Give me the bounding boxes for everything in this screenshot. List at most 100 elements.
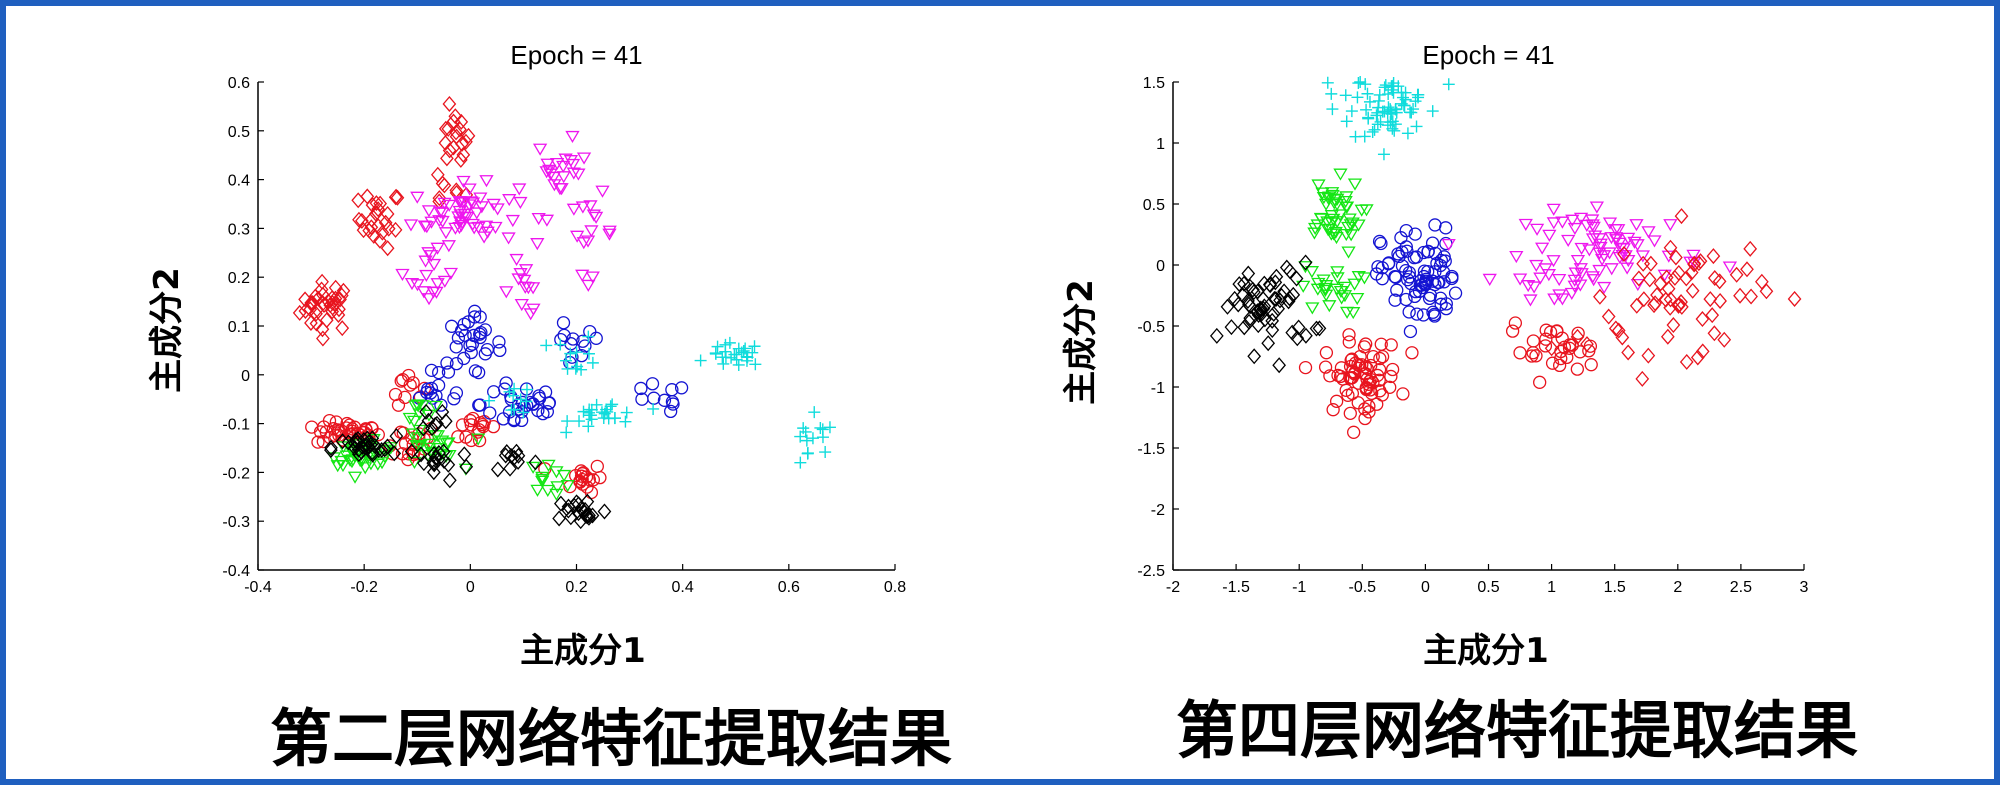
p2-point-black-diamond — [1291, 319, 1306, 336]
p2-point-green-triangle-down — [1330, 272, 1345, 285]
p2-x-tick-label: 1.5 — [1604, 579, 1626, 596]
p1-point-black-diamond — [569, 494, 584, 511]
p2-point-magenta-triangle-down — [1573, 263, 1588, 276]
p1-point-green-triangle-down — [334, 455, 349, 468]
p1-point-red-diamond — [328, 295, 342, 312]
p1-point-magenta-triangle-down — [581, 279, 596, 292]
p2-point-black-diamond — [1232, 276, 1247, 293]
p1-x-tick-label: 0 — [466, 579, 475, 596]
p1-point-red-circle — [593, 470, 607, 485]
p2-point-red-circle — [1571, 326, 1585, 340]
p2-point-red-diamond — [1787, 290, 1802, 307]
p2-point-red-diamond — [1635, 370, 1650, 387]
p1-x-tick-label: -0.4 — [244, 579, 272, 596]
p2-point-green-triangle-down — [1326, 213, 1341, 226]
p1-point-red-diamond — [389, 188, 403, 205]
p2-y-tick-label: -1.5 — [1137, 441, 1165, 458]
p1-point-blue-circle — [665, 395, 680, 409]
p2-point-red-circle — [1323, 369, 1337, 383]
p2-point-cyan-plus — [1386, 122, 1399, 135]
p1-point-black-diamond — [504, 447, 518, 464]
p2-point-cyan-plus — [1401, 127, 1414, 140]
p2-point-cyan-plus — [1371, 118, 1384, 131]
p2-point-red-circle — [1342, 335, 1356, 349]
p2-point-cyan-plus — [1363, 95, 1376, 108]
p1-point-red-diamond — [311, 290, 326, 307]
p1-point-red-circle — [316, 434, 330, 449]
p1-title: Epoch = 41 — [510, 40, 642, 70]
p2-point-red-circle — [1508, 316, 1523, 330]
p2-point-green-triangle-down — [1320, 224, 1336, 237]
p2-point-red-diamond — [1707, 270, 1722, 287]
p1-point-blue-circle — [447, 392, 461, 406]
p1-point-red-circle — [319, 425, 333, 439]
p1-point-magenta-triangle-down — [419, 221, 434, 234]
p2-point-magenta-triangle-down — [1546, 203, 1561, 216]
p2-x-tick-label: -0.5 — [1349, 579, 1377, 596]
p2-x-tick-label: 2 — [1673, 579, 1682, 596]
p2-point-blue-circle — [1388, 269, 1402, 284]
p1-y-tick-label: -0.1 — [222, 417, 250, 434]
p2-point-red-circle — [1319, 346, 1334, 360]
p2-point-red-circle — [1582, 344, 1596, 358]
p1-point-red-diamond — [364, 211, 379, 228]
p2-point-red-circle — [1329, 394, 1344, 408]
p2-point-red-circle — [1552, 358, 1567, 373]
p1-point-blue-circle — [478, 323, 492, 337]
p2-point-red-circle — [1362, 405, 1376, 419]
p2-point-green-triangle-down — [1296, 280, 1311, 293]
p2-point-magenta-triangle-down — [1619, 262, 1635, 275]
p2-point-cyan-plus — [1384, 116, 1397, 129]
p2-point-red-circle — [1538, 339, 1553, 353]
p2-point-blue-circle — [1421, 264, 1435, 279]
p2-point-magenta-triangle-down — [1608, 224, 1623, 237]
p2-point-red-diamond — [1706, 248, 1721, 265]
p1-point-red-diamond — [316, 330, 330, 347]
p2-point-black-diamond — [1299, 327, 1313, 344]
p2-point-green-triangle-down — [1341, 246, 1356, 259]
p2-point-cyan-plus — [1382, 101, 1395, 114]
p2-y-tick-label: -1 — [1151, 380, 1165, 397]
p2-point-magenta-triangle-down — [1582, 244, 1597, 257]
p1-point-cyan-plus — [561, 415, 574, 428]
p2-point-cyan-plus — [1426, 105, 1439, 118]
p1-point-magenta-triangle-down — [438, 227, 454, 240]
p1-point-red-diamond — [332, 301, 346, 318]
p1-point-red-diamond — [373, 232, 387, 249]
p2-point-cyan-plus — [1378, 81, 1391, 94]
p1-point-magenta-triangle-down — [546, 171, 561, 184]
p2-point-red-circle — [1584, 358, 1598, 372]
p1-point-cyan-plus — [694, 354, 707, 367]
p2-point-red-diamond — [1601, 308, 1616, 325]
p1-point-black-diamond — [426, 464, 441, 481]
p2-point-cyan-plus — [1386, 79, 1399, 92]
p1-point-green-triangle-down — [370, 458, 385, 471]
p1-point-green-triangle-down — [550, 481, 565, 494]
p1-point-magenta-triangle-down — [441, 240, 456, 253]
p1-y-tick-label: 0 — [241, 368, 250, 385]
caption-layer2: 第二层网络特征提取结果 — [270, 702, 953, 775]
p2-point-magenta-triangle-down — [1613, 242, 1628, 255]
p2-point-red-diamond — [1744, 288, 1758, 305]
p2-point-red-circle — [1343, 406, 1357, 420]
p1-point-black-diamond — [441, 456, 456, 473]
p2-point-red-circle — [1362, 399, 1376, 413]
p2-point-magenta-triangle-down — [1574, 242, 1589, 255]
p2-point-red-circle — [1334, 361, 1349, 375]
p2-point-magenta-triangle-down — [1509, 250, 1524, 264]
p2-point-black-diamond — [1237, 319, 1252, 336]
p2-y-tick-label: -2.5 — [1137, 563, 1165, 580]
p2-point-black-diamond — [1277, 283, 1291, 300]
p1-point-cyan-plus — [604, 400, 617, 413]
p1-point-black-diamond — [347, 435, 362, 452]
p2-point-green-triangle-down — [1318, 282, 1333, 296]
p1-point-magenta-triangle-down — [584, 225, 599, 238]
p1-point-cyan-plus — [719, 338, 732, 351]
p2-point-magenta-triangle-down — [1533, 272, 1548, 285]
p1-point-red-diamond — [442, 95, 457, 112]
p2-point-green-triangle-down — [1351, 271, 1366, 284]
p1-point-red-diamond — [315, 321, 330, 338]
p1-point-green-triangle-down — [535, 473, 550, 487]
p2-point-magenta-triangle-down — [1663, 219, 1678, 232]
p1-point-cyan-plus — [794, 456, 807, 469]
